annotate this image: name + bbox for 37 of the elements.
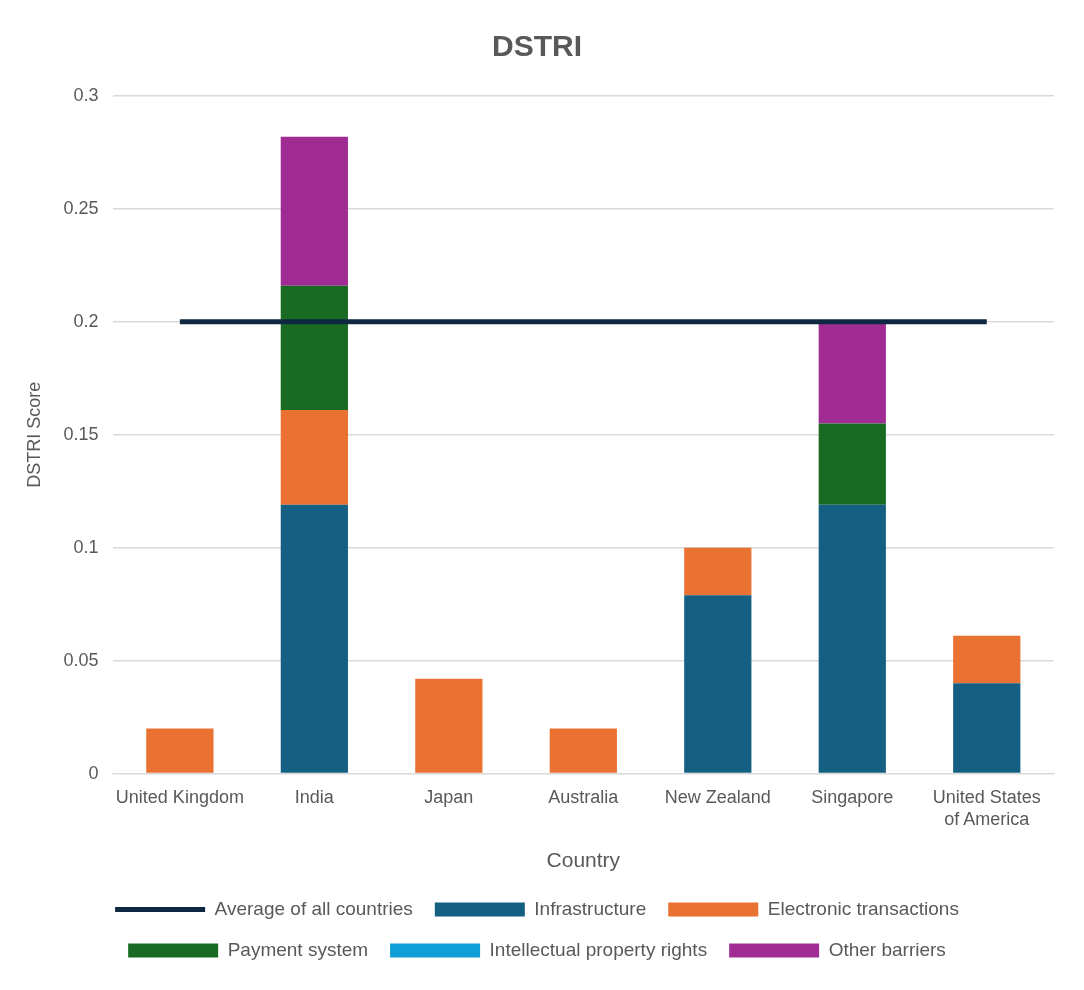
legend-label: Other barriers (828, 938, 946, 960)
y-tick-label: 0.2 (73, 310, 99, 331)
bar (953, 683, 1021, 773)
legend-label: Electronic transactions (767, 897, 959, 919)
bar (146, 728, 214, 773)
x-tick-label: New Zealand (664, 787, 771, 808)
chart-title: DSTRI (492, 29, 582, 63)
x-tick-label: Japan (424, 787, 474, 808)
x-axis-title: Country (546, 848, 621, 872)
x-tick-label: Australia (548, 787, 620, 808)
legend-label: Infrastructure (534, 897, 647, 919)
bar (280, 285, 348, 410)
bar (818, 321, 886, 424)
bar (415, 678, 483, 773)
bar (280, 409, 348, 505)
y-tick-label: 0 (88, 762, 99, 783)
x-tick-label: United States of America (932, 787, 1041, 829)
bar (684, 547, 752, 596)
bar (953, 635, 1021, 684)
bar (684, 595, 752, 773)
bar (818, 504, 886, 773)
legend-label: Payment system (227, 938, 369, 960)
y-tick-label: 0.15 (63, 423, 99, 444)
y-tick-label: 0.3 (73, 84, 99, 105)
bar (280, 136, 348, 286)
x-tick-label: Singapore (811, 787, 894, 808)
bar (818, 423, 886, 505)
y-tick-label: 0.1 (73, 536, 99, 557)
y-tick-label: 0.05 (63, 649, 99, 670)
y-axis-title: DSTRI Score (23, 381, 44, 488)
bar (549, 728, 617, 773)
legend-label: Intellectual property rights (489, 938, 708, 960)
x-tick-label: India (294, 787, 335, 808)
x-tick-label: United Kingdom (115, 787, 244, 808)
legend-label: Average of all countries (214, 897, 413, 919)
bar (280, 504, 348, 773)
y-tick-label: 0.25 (63, 197, 99, 218)
